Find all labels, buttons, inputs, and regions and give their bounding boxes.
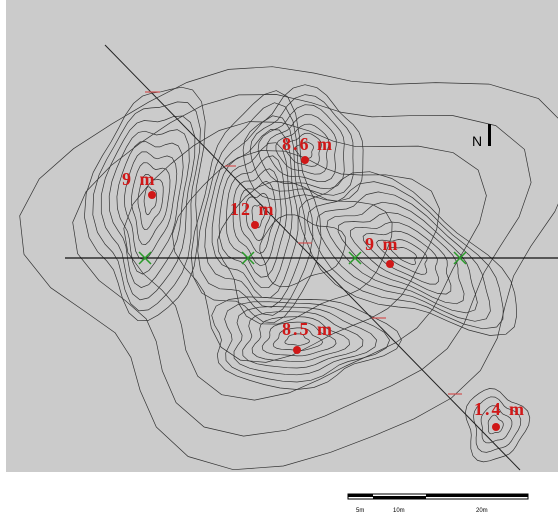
scale-segment	[426, 494, 528, 497]
scale-segment	[348, 494, 373, 497]
scale-label: 10m	[393, 508, 405, 514]
peak-label: 8.5 m	[282, 319, 334, 339]
scale-segment	[373, 496, 426, 499]
topographic-map: N 9 m 12 m 8.6 m 9 m 8.5 m 1.4 m 5m 10m 20m	[0, 0, 558, 517]
peak-point	[251, 221, 259, 229]
peak-point	[492, 423, 500, 431]
peak-point	[301, 156, 309, 164]
peak-label: 9 m	[122, 169, 157, 189]
peak-label: 12 m	[230, 199, 276, 219]
north-label: N	[472, 133, 482, 149]
peak-point	[386, 260, 394, 268]
peak-point	[148, 191, 156, 199]
scale-label: 5m	[356, 508, 364, 514]
peak-label: 1.4 m	[474, 399, 526, 419]
north-arrow	[488, 124, 491, 146]
scale-bar: 5m 10m 20m	[348, 494, 528, 514]
peak-label: 8.6 m	[282, 134, 334, 154]
scale-label: 20m	[476, 508, 488, 514]
peak-label: 9 m	[365, 234, 400, 254]
peak-point	[293, 346, 301, 354]
